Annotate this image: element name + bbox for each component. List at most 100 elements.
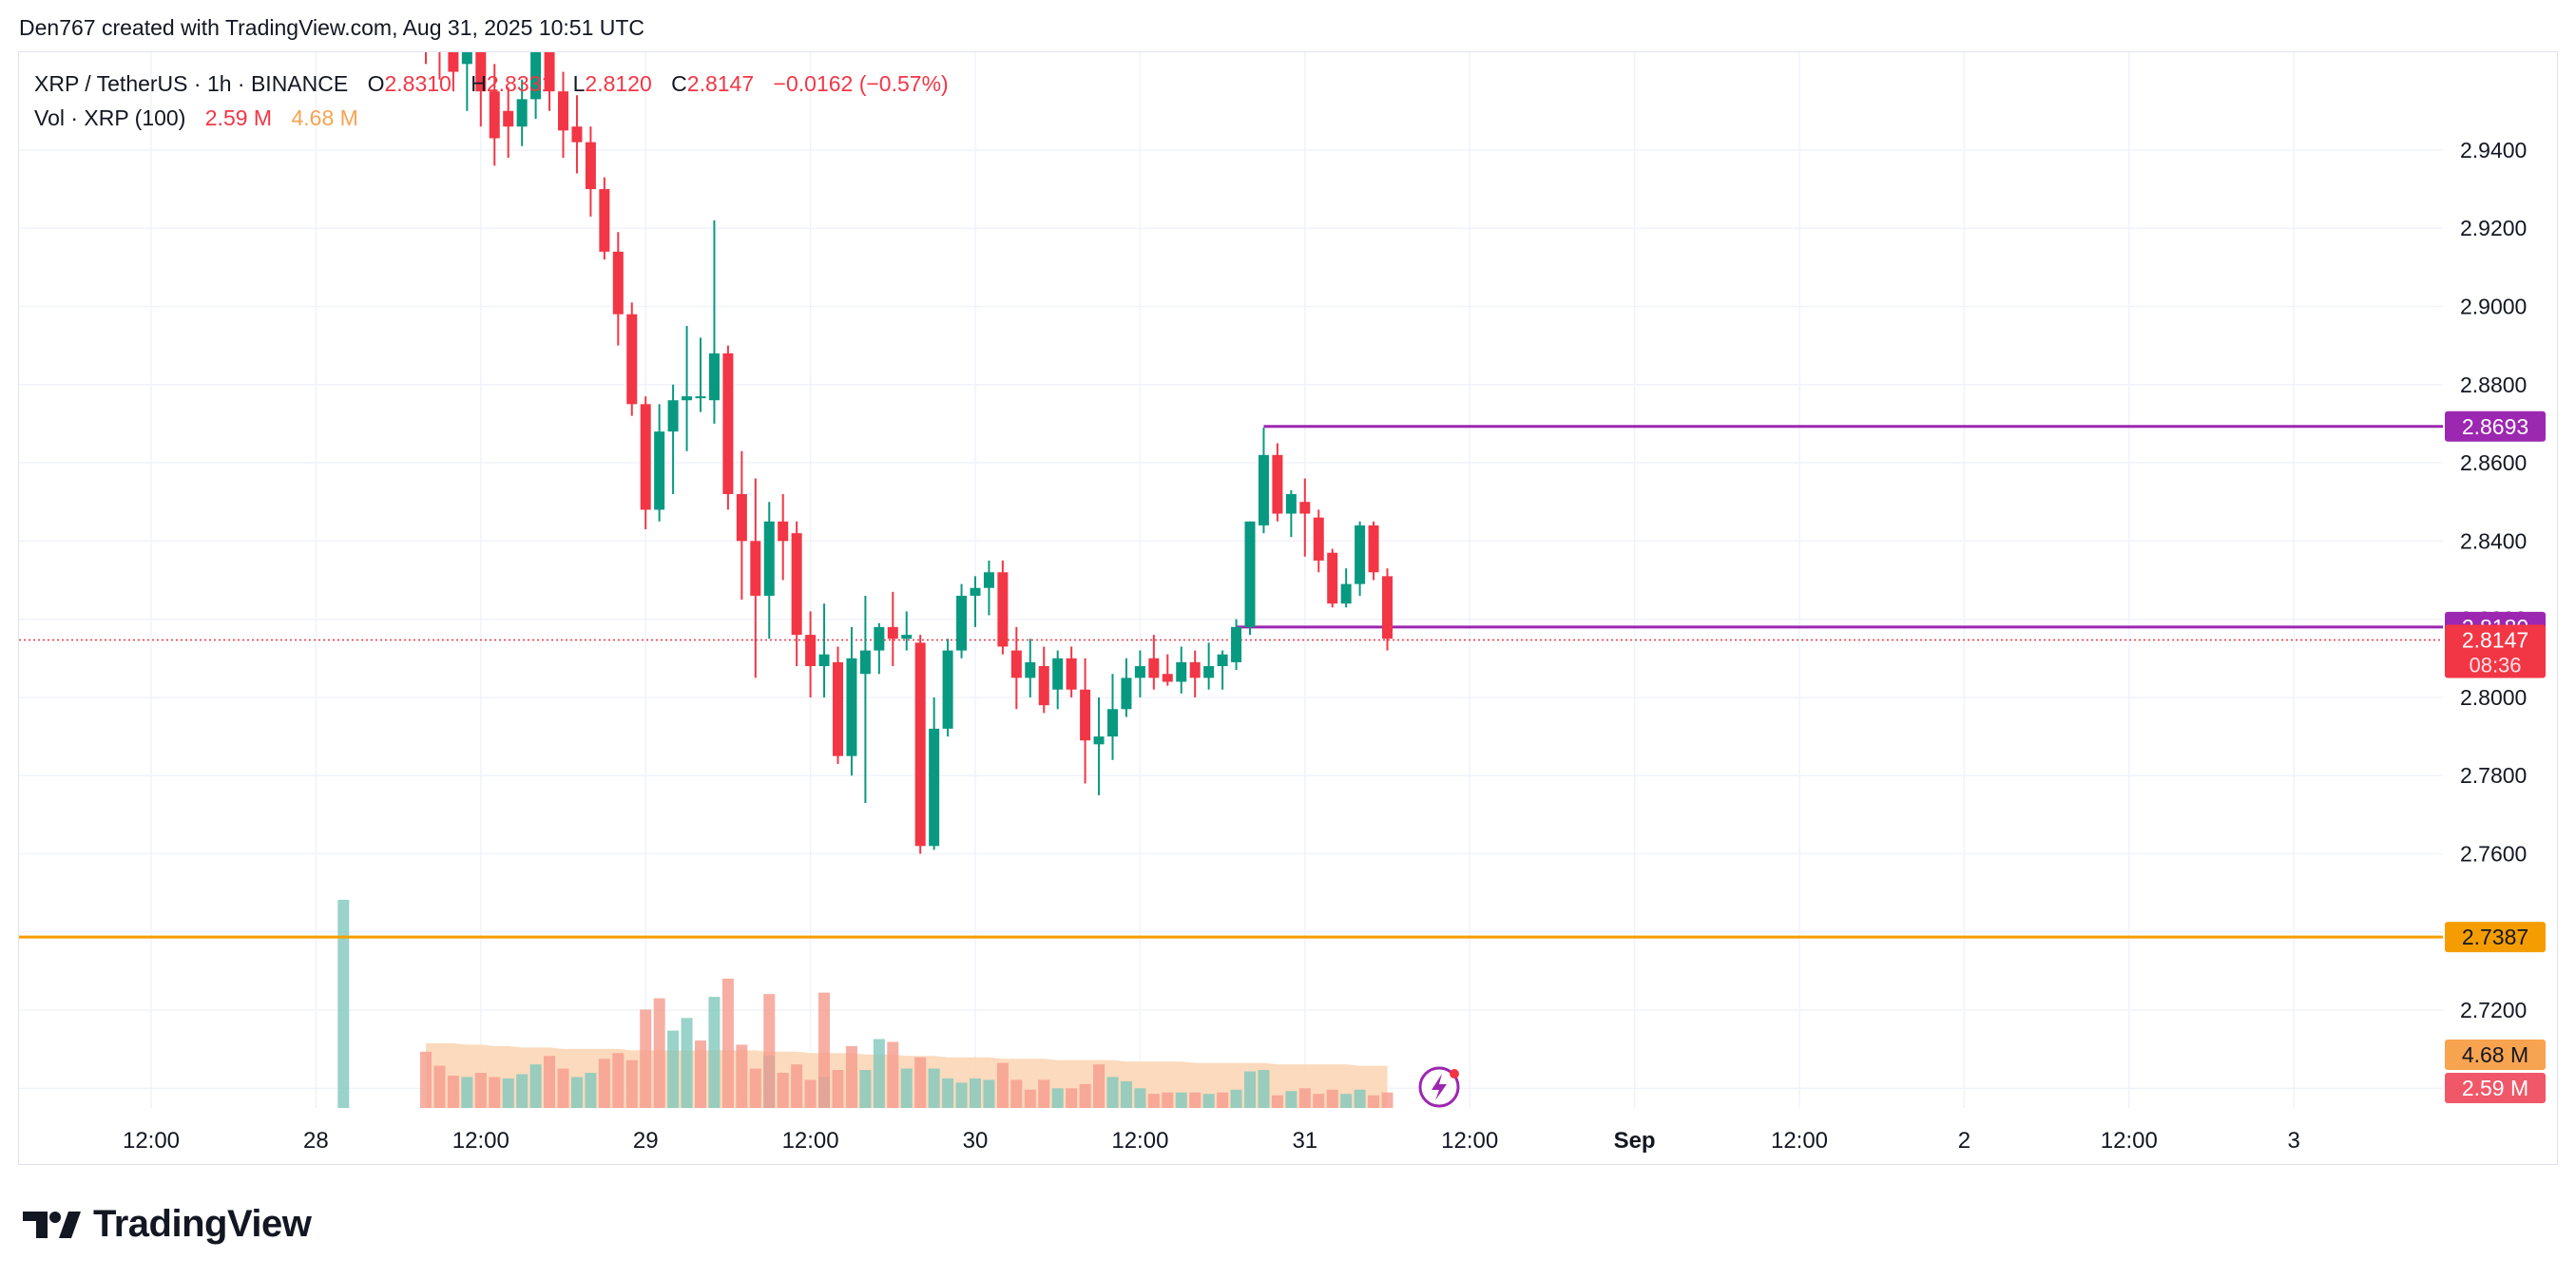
grid [19, 52, 2443, 1108]
candle-body [763, 521, 775, 596]
replay-icon[interactable] [1418, 1066, 1460, 1108]
candle-body [1231, 626, 1242, 662]
volume-bar [970, 1078, 981, 1108]
candle-body [475, 52, 487, 92]
volume-bar [708, 997, 721, 1108]
time-tick-label: 29 [633, 1128, 659, 1154]
candle-body [489, 91, 500, 139]
volume-bar [1271, 1095, 1283, 1108]
symbol-label[interactable]: XRP / TetherUS · 1h · BINANCE [34, 71, 349, 96]
candle-body [736, 493, 747, 542]
volume-bar [804, 1079, 817, 1108]
level-label-major-support-bg [2445, 922, 2546, 953]
volume-bar [1189, 1092, 1201, 1108]
candle-body [1025, 661, 1036, 678]
candle-body [1299, 502, 1311, 514]
volume-bar [1230, 1089, 1242, 1108]
high-value: 2.8331 [486, 71, 554, 96]
volume-bar [420, 1051, 432, 1108]
volume-bar [1258, 1070, 1270, 1108]
candle-body [1203, 666, 1215, 678]
candle-body [1010, 650, 1022, 678]
candle-body [1313, 517, 1324, 561]
candle-body [695, 396, 706, 399]
candle-body [846, 658, 857, 756]
volume-label[interactable]: Vol · XRP (100) [34, 105, 186, 130]
candle-body [914, 642, 926, 847]
candle-body [599, 189, 610, 252]
candle-body [887, 626, 898, 640]
candle-body [1327, 552, 1338, 604]
ohlc-row: XRP / TetherUS · 1h · BINANCE O2.8310 H2… [34, 67, 949, 101]
candle-body [1093, 736, 1105, 745]
volume-value: 2.59 M [204, 105, 273, 130]
open-label: O [367, 71, 385, 96]
candle-body [818, 654, 830, 667]
volume-bar [1106, 1077, 1119, 1108]
volume-bar [516, 1074, 529, 1108]
level-lines [19, 425, 2443, 939]
volume-bar [887, 1041, 899, 1108]
volume-bar [1340, 1094, 1353, 1108]
volume-row: Vol · XRP (100) 2.59 M 4.68 M [34, 101, 949, 135]
chart-legend: XRP / TetherUS · 1h · BINANCE O2.8310 H2… [34, 67, 949, 135]
candle-body [434, 0, 445, 48]
level-label-resistance: 2.8693 [2462, 414, 2528, 439]
candle-body [1148, 658, 1160, 678]
candle-body [1080, 689, 1091, 741]
time-tick-label: 3 [2288, 1128, 2300, 1154]
price-tick-label: 2.9200 [2460, 216, 2527, 240]
volume-bar [1079, 1083, 1091, 1108]
candle-body [682, 396, 693, 401]
tradingview-logo[interactable]: TradingView [21, 1203, 312, 1246]
low-label: L [572, 71, 586, 96]
price-tick-label: 2.9000 [2460, 294, 2527, 318]
volume-bar [1175, 1092, 1187, 1108]
candle-body [997, 572, 1009, 647]
candle-body [612, 251, 624, 315]
candle-body [1107, 709, 1118, 737]
volume-bar [570, 1077, 583, 1108]
volume-bar [1326, 1089, 1338, 1108]
candle-body [503, 110, 514, 127]
price-tick-label: 2.8000 [2460, 685, 2527, 710]
volume-bar [474, 1073, 487, 1108]
volume-bar [900, 1068, 913, 1108]
volume-bar [640, 1009, 652, 1108]
candle-body [1121, 678, 1132, 710]
candle-body [1355, 525, 1366, 584]
candle-body [640, 404, 651, 510]
candle-body [805, 635, 817, 667]
last-price-tag-bg [2445, 624, 2546, 678]
candle-body [970, 587, 981, 596]
candle-body [833, 661, 843, 756]
volume-bar [955, 1082, 968, 1108]
candle-body [1272, 454, 1283, 514]
time-tick-label: 31 [1292, 1128, 1317, 1154]
volume-bar [1313, 1094, 1325, 1108]
candle-body [1382, 576, 1393, 640]
volume-bar [1354, 1089, 1366, 1108]
candle-body [791, 533, 802, 636]
close-value: 2.8147 [686, 71, 755, 96]
time-tick-label: 12:00 [782, 1128, 839, 1154]
volume-bar [598, 1059, 610, 1108]
candle-body [530, 52, 542, 100]
volume-bar [529, 1064, 542, 1108]
volume-bar [1244, 1071, 1256, 1108]
candle-body [1368, 525, 1379, 573]
volume-bar [1381, 1092, 1394, 1108]
candle-body [516, 99, 528, 127]
candle-body [448, 52, 459, 72]
volume-bar [1066, 1088, 1078, 1108]
volume-bar [983, 1079, 995, 1108]
volume-bar [1120, 1080, 1132, 1108]
price-tick-label: 2.7200 [2460, 998, 2527, 1022]
chart-credit: Den767 created with TradingView.com, Aug… [19, 15, 645, 40]
time-tick-label: Sep [1614, 1128, 1656, 1154]
time-tick-label: 12:00 [452, 1128, 509, 1154]
candle-body [1189, 661, 1201, 678]
low-value: 2.8120 [585, 71, 652, 96]
